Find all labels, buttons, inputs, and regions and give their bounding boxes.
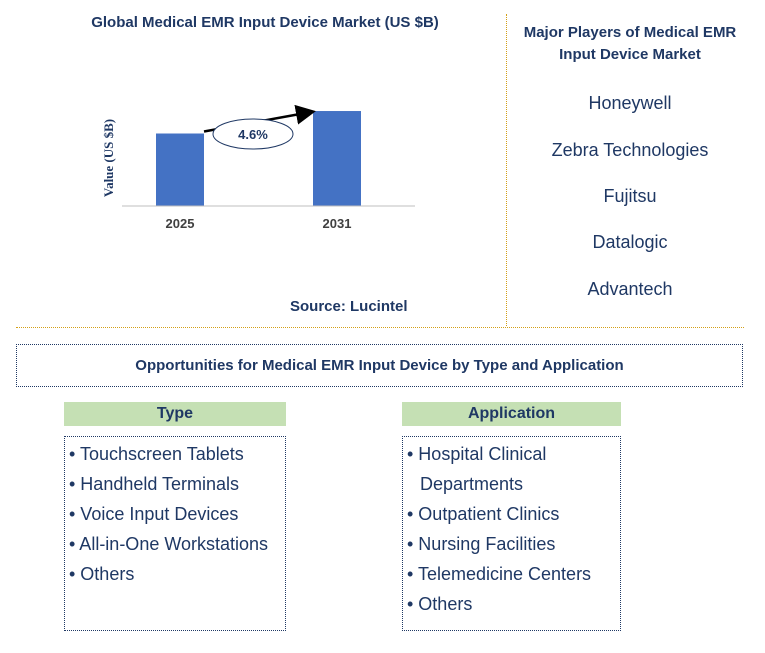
y-axis-label: Value (US $B) bbox=[101, 119, 116, 197]
growth-bubble bbox=[212, 118, 294, 150]
chart-title: Global Medical EMR Input Device Market (… bbox=[91, 14, 439, 31]
list-item: • All-in-One Workstations bbox=[69, 534, 269, 554]
opportunities-title: Opportunities for Medical EMR Input Devi… bbox=[16, 344, 743, 387]
horizontal-divider bbox=[16, 327, 744, 328]
list-item: • Outpatient Clinics bbox=[407, 504, 560, 524]
growth-rate-label: 4.6% bbox=[238, 127, 268, 142]
list-item: • Telemedicine Centers bbox=[407, 564, 592, 584]
type-header: Type bbox=[64, 402, 286, 426]
player-honeywell: Honeywell bbox=[588, 93, 672, 113]
list-item: • Hospital Clinical Departments bbox=[407, 444, 547, 494]
player-zebra-technologies: Zebra Technologies bbox=[551, 140, 709, 160]
bar-chart: Value (US $B) 2025 2031 4.6% bbox=[101, 104, 415, 231]
bar-2025 bbox=[156, 133, 204, 206]
vertical-divider bbox=[506, 14, 507, 326]
list-item: • Nursing Facilities bbox=[407, 534, 556, 554]
player-datalogic: Datalogic bbox=[592, 232, 668, 252]
players-title: Major Players of Medical EMR Input Devic… bbox=[523, 24, 737, 63]
x-tick-label: 2031 bbox=[323, 216, 352, 231]
x-tick-label: 2025 bbox=[166, 216, 195, 231]
list-item: • Others bbox=[69, 564, 135, 584]
player-advantech: Advantech bbox=[587, 279, 673, 299]
type-list: • Touchscreen Tablets • Handheld Termina… bbox=[64, 436, 286, 631]
source-label: Source: Lucintel bbox=[290, 298, 408, 315]
application-list: • Hospital Clinical Departments • Outpat… bbox=[402, 436, 621, 631]
list-item: • Handheld Terminals bbox=[69, 474, 240, 494]
player-fujitsu: Fujitsu bbox=[603, 186, 657, 206]
application-header: Application bbox=[402, 402, 621, 426]
list-item: • Others bbox=[407, 594, 473, 614]
list-item: • Voice Input Devices bbox=[69, 504, 239, 524]
bar-2031 bbox=[313, 111, 361, 206]
list-item: • Touchscreen Tablets bbox=[69, 444, 244, 464]
